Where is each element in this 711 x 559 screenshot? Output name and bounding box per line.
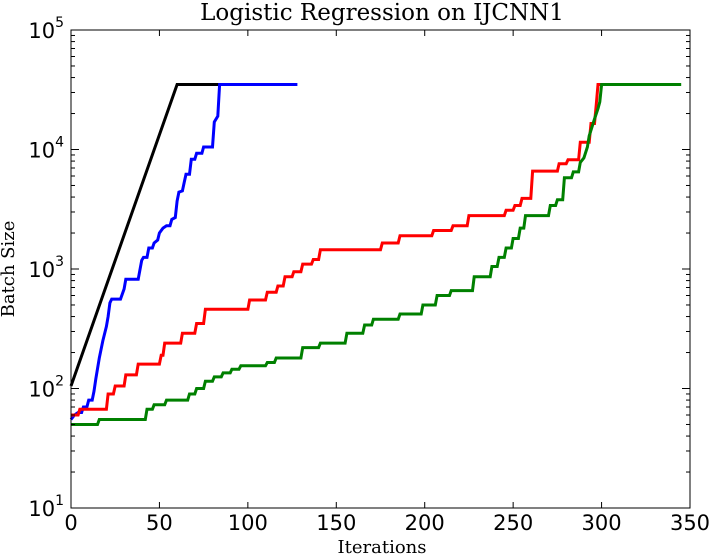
- chart-title: Logistic Regression on IJCNN1: [200, 0, 564, 26]
- x-tick-label: 100: [228, 511, 268, 535]
- y-tick-label: 101: [28, 493, 64, 521]
- x-tick-label: 250: [493, 511, 533, 535]
- series-line-4: [71, 83, 682, 426]
- series-line-3: [71, 83, 664, 417]
- x-tick-label: 150: [316, 511, 356, 535]
- series-layer: [69, 83, 682, 426]
- x-tick-label: 0: [64, 511, 77, 535]
- y-tick-label: 105: [28, 15, 64, 43]
- y-tick-label: 104: [28, 135, 64, 163]
- x-tick-label: 50: [146, 511, 173, 535]
- plot-area: [71, 30, 690, 508]
- y-tick-label: 102: [28, 374, 64, 402]
- x-tick-label: 200: [405, 511, 445, 535]
- tick-layer: 0 50 100 150 200 250 300 350 101 102 103 104 105: [28, 15, 710, 535]
- x-tick-label: 300: [582, 511, 622, 535]
- y-tick-label: 103: [28, 254, 64, 282]
- x-tick-label: 350: [670, 511, 710, 535]
- x-axis-label: Iterations: [338, 537, 427, 558]
- y-axis-label: Batch Size: [0, 221, 19, 318]
- series-line-2: [69, 83, 298, 421]
